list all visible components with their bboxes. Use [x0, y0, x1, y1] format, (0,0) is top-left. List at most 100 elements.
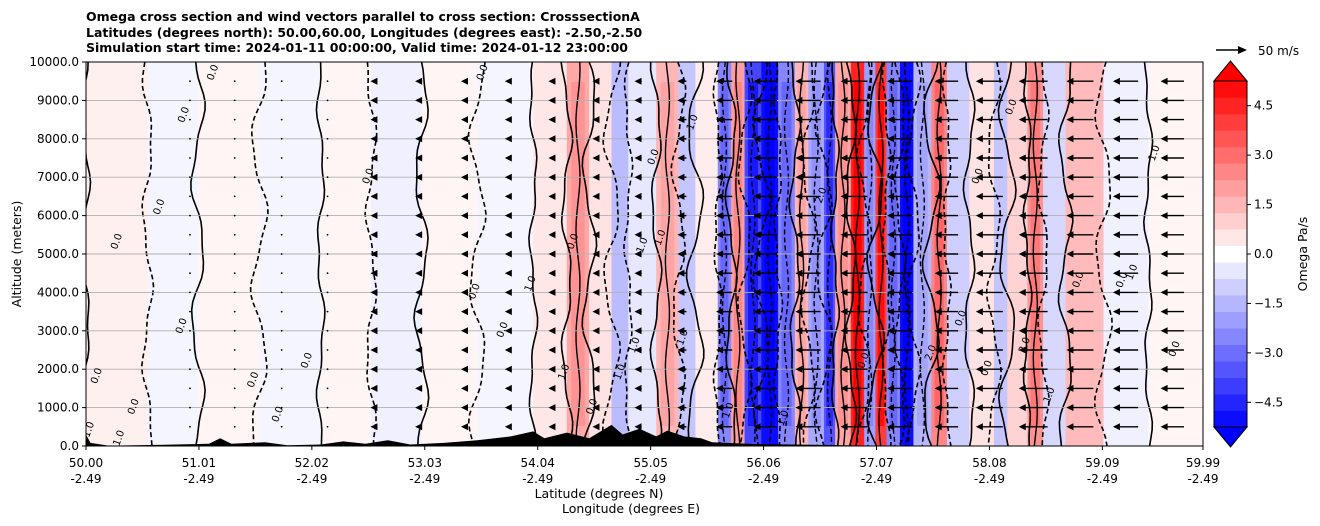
wind-vector-head [370, 135, 378, 143]
wind-vector-head [634, 154, 642, 162]
wind-vector-head [548, 404, 556, 412]
wind-vector-head [975, 231, 983, 239]
x-tick-label-lat: 58.08 [972, 456, 1006, 470]
wind-vector-head [975, 77, 983, 85]
wind-vector-head [1018, 231, 1026, 239]
wind-vector-head [934, 250, 942, 258]
wind-vector-head [461, 116, 469, 124]
wind-vector-head [504, 154, 512, 162]
wind-vector [280, 233, 283, 236]
colorbar-extend-max [1212, 60, 1249, 82]
wind-vector-head [1112, 250, 1120, 258]
contour-label: 0.0 [361, 167, 377, 186]
wind-vector-head [370, 77, 378, 85]
wind-vector-head [370, 154, 378, 162]
contour-label: 0.0 [174, 317, 190, 336]
wind-vector-head [1066, 269, 1074, 277]
wind-vector-head [504, 96, 512, 104]
wind-vector-head [415, 77, 423, 85]
wind-vector-head [975, 135, 983, 143]
wind-vector-head [716, 212, 724, 220]
wind-vector-head [975, 365, 983, 373]
wind-vector-head [504, 384, 512, 392]
wind-vector-head [415, 346, 423, 354]
wind-vector-head [1066, 327, 1074, 335]
wind-vector-head [677, 250, 685, 258]
wind-vector-head [795, 116, 803, 124]
colorbar-segment [1214, 146, 1247, 164]
wind-vector-head [634, 384, 642, 392]
colorbar-segment [1214, 130, 1247, 148]
wind-vector-head [840, 154, 848, 162]
contour-line [1093, 62, 1114, 446]
wind-vector-head [1160, 404, 1168, 412]
wind-vector-head [461, 154, 469, 162]
wind-vector-head [1066, 212, 1074, 220]
contour-label: 1.0 [1125, 263, 1141, 282]
wind-vector-head [504, 346, 512, 354]
contour-label: 0.0 [89, 367, 105, 386]
wind-vector-head [975, 404, 983, 412]
y-tick-label: 8000.0 [37, 132, 79, 146]
wind-vector [326, 195, 329, 198]
colorbar-segment [1214, 97, 1247, 115]
wind-vector-head [795, 346, 803, 354]
wind-vector-head [753, 173, 761, 181]
wind-vector-head [634, 346, 642, 354]
wind-vector-head [634, 173, 642, 181]
wind-vector-head [1160, 135, 1168, 143]
wind-vector-head [634, 308, 642, 316]
wind-vector-head [415, 231, 423, 239]
wind-vector [280, 425, 283, 428]
wind-vector-head [370, 384, 378, 392]
wind-vector [189, 157, 191, 159]
wind-vector-head [753, 404, 761, 412]
wind-vector-head [753, 327, 761, 335]
wind-vector-head [634, 135, 642, 143]
wind-vector-head [887, 212, 895, 220]
x-axis-label-latitude: Latitude (degrees N) [535, 486, 664, 501]
wind-vector-head [415, 288, 423, 296]
wind-vector-head [716, 365, 724, 373]
y-axis-label: Altitude (meters) [9, 201, 24, 308]
wind-vector [233, 349, 236, 351]
x-tick-label-lat: 51.01 [182, 456, 216, 470]
wind-vector-head [934, 154, 942, 162]
chart-title: Omega cross section and wind vectors par… [86, 9, 642, 56]
wind-vector [233, 137, 236, 140]
contour-label: 2.0 [1017, 336, 1033, 355]
colorbar-tick-label: 3.0 [1254, 148, 1273, 162]
colorbar-tick-label: 0.0 [1254, 247, 1273, 261]
wind-vector-head [370, 404, 378, 412]
colorbar-segment [1214, 361, 1247, 378]
wind-vector-head [716, 77, 724, 85]
contour-label: 1.0 [776, 409, 792, 428]
wind-vector-head [934, 269, 942, 277]
contour-label: 1.0 [1042, 386, 1058, 405]
wind-vector-head [504, 231, 512, 239]
x-tick-label-lon: -2.49 [1087, 472, 1118, 486]
wind-vector-head [548, 250, 556, 258]
wind-vector [326, 214, 329, 217]
wind-vector-head [1066, 288, 1074, 296]
contour-line [467, 62, 487, 446]
wind-vector-head [1160, 77, 1168, 85]
wind-vector [189, 387, 191, 390]
wind-vector-head [1112, 269, 1120, 277]
wind-vector-head [1160, 288, 1168, 296]
wind-vector-head [592, 250, 600, 258]
wind-vector-head [1112, 404, 1120, 412]
wind-vector [233, 291, 236, 294]
contour-label: 0.0 [152, 198, 168, 217]
contour-label: 0.0 [270, 405, 286, 424]
wind-vector-head [1018, 154, 1026, 162]
wind-vector-head [795, 384, 803, 392]
wind-vector [233, 99, 236, 102]
wind-vector-head [634, 96, 642, 104]
wind-vector-head [461, 384, 469, 392]
wind-vector [280, 176, 283, 179]
wind-vector-head [677, 327, 685, 335]
wind-vector-head [887, 116, 895, 124]
wind-vector-head [753, 346, 761, 354]
wind-vector [280, 291, 283, 294]
